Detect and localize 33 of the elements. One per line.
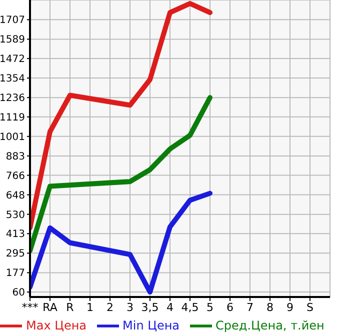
x-tick-label: 3,5: [141, 300, 159, 314]
x-tick-label: 1: [86, 300, 94, 314]
x-tick-label: 7: [246, 300, 254, 314]
x-tick-label: 4,5: [181, 300, 199, 314]
y-tick-label: 530: [6, 210, 25, 221]
x-tick-label: 3: [126, 300, 134, 314]
y-tick-label: 883: [6, 151, 25, 162]
y-tick-label: 295: [6, 248, 25, 260]
y-tick-label: 1707: [0, 15, 25, 26]
x-tick-label: S: [306, 300, 314, 314]
x-tick-label: R: [66, 300, 74, 314]
y-tick-label: 648: [6, 190, 25, 202]
legend-label: Max Цена: [26, 318, 87, 332]
x-tick-label: 2: [106, 300, 114, 314]
y-tick-label: 177: [6, 268, 25, 280]
x-tick-label: 8: [266, 300, 274, 314]
y-tick-label: 413: [6, 229, 25, 240]
y-tick-label: 1236: [0, 93, 25, 104]
y-tick-label: 1472: [0, 54, 25, 66]
y-tick-label: 1589: [0, 34, 25, 46]
x-tick-label: 9: [286, 300, 294, 314]
x-tick-label: 5: [206, 300, 214, 314]
y-tick-label: 1119: [0, 112, 25, 124]
y-tick-label: 1354: [0, 74, 25, 85]
x-tick-label: ***: [22, 300, 39, 314]
y-tick-label: 1001: [0, 132, 25, 143]
x-tick-label: RA: [42, 300, 58, 314]
x-tick-label: 6: [226, 300, 234, 314]
y-tick-label: 60: [12, 288, 25, 299]
legend-label: Min Цена: [122, 318, 180, 332]
x-tick-label: 4: [166, 300, 174, 314]
y-tick-label: 766: [6, 170, 25, 182]
legend-label: Сред.Цена, т.йен: [216, 318, 324, 332]
